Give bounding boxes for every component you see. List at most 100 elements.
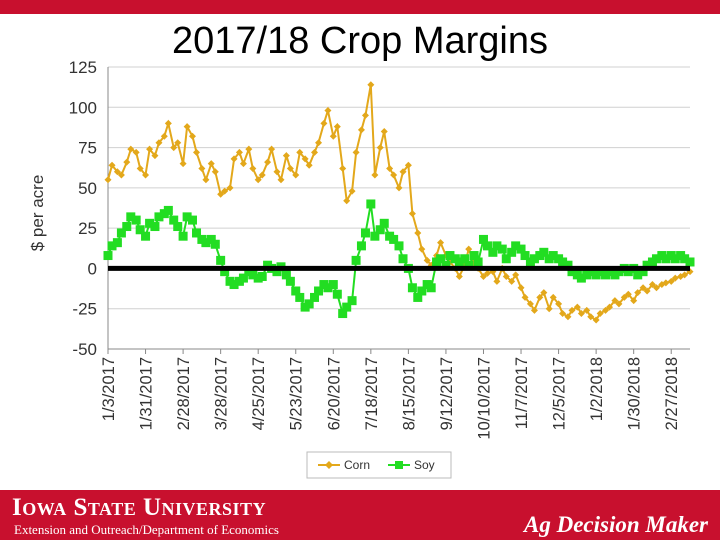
corn-data-point: [104, 176, 112, 184]
soy-data-point: [375, 225, 385, 235]
corn-data-point: [418, 245, 426, 253]
corn-data-point: [648, 281, 656, 289]
x-tick-label: 8/15/2017: [400, 357, 418, 430]
corn-data-point: [596, 310, 604, 318]
corn-data-point: [602, 306, 610, 314]
x-tick-label: 2/27/2018: [663, 357, 681, 430]
soy-data-point: [356, 241, 366, 251]
footer-bar: [0, 490, 720, 540]
x-tick-label: 1/31/2017: [138, 357, 156, 430]
corn-data-point: [639, 284, 647, 292]
corn-data-point: [155, 139, 163, 147]
soy-data-point: [328, 280, 338, 290]
soy-data-point: [670, 254, 680, 264]
corn-data-point: [630, 297, 638, 305]
soy-data-point: [154, 212, 164, 222]
soy-data-point: [220, 267, 230, 277]
soy-data-point: [529, 254, 539, 264]
corn-data-point: [235, 148, 243, 156]
corn-data-point: [611, 297, 619, 305]
y-tick-label: 100: [69, 98, 97, 117]
soy-data-point: [323, 283, 333, 293]
soy-data-point: [516, 244, 526, 254]
soy-data-point: [520, 251, 530, 261]
soy-data-point: [103, 251, 113, 261]
corn-data-point: [502, 272, 510, 280]
corn-data-point: [273, 168, 281, 176]
corn-data-point: [221, 187, 229, 195]
corn-data-point: [324, 107, 332, 115]
corn-data-point: [367, 81, 375, 89]
corn-data-point: [301, 155, 309, 163]
soy-data-point: [187, 215, 197, 225]
soy-data-point: [436, 254, 446, 264]
y-axis-ticks: 125 100 75 50 25 0 -25 -50: [69, 58, 97, 359]
soy-data-point: [366, 199, 376, 209]
corn-data-point: [151, 152, 159, 160]
corn-data-point: [264, 158, 272, 166]
x-tick-label: 12/5/2017: [551, 357, 569, 430]
corn-data-point: [526, 300, 534, 308]
soy-data-point: [605, 267, 615, 277]
corn-data-point: [376, 144, 384, 152]
soy-data-point: [413, 292, 423, 302]
corn-legend-marker: [325, 461, 333, 469]
corn-data-point: [395, 184, 403, 192]
soy-data-point: [685, 257, 695, 267]
corn-data-point: [239, 160, 247, 168]
soy-data-point: [116, 228, 126, 238]
corn-data-point: [348, 187, 356, 195]
corn-data-point: [652, 284, 660, 292]
soy-data-point: [488, 247, 498, 257]
soy-data-point: [548, 251, 558, 261]
soy-data-point: [285, 276, 295, 286]
soy-data-point: [126, 212, 136, 222]
corn-data-point: [399, 168, 407, 176]
soy-data-point: [304, 299, 314, 309]
corn-data-point: [671, 274, 679, 282]
corn-data-point: [493, 277, 501, 285]
soy-data-point: [169, 215, 179, 225]
soy-data-point: [122, 222, 132, 232]
soy-data-point: [441, 260, 451, 270]
soy-data-point: [614, 267, 624, 277]
corn-data-point: [667, 277, 675, 285]
corn-data-point: [517, 284, 525, 292]
soy-data-point: [229, 280, 239, 290]
soy-data-point: [131, 215, 141, 225]
soy-data-point: [445, 251, 455, 261]
corn-data-point: [132, 148, 140, 156]
corn-data-point: [217, 190, 225, 198]
corn-data-point: [606, 303, 614, 311]
soy-data-point: [623, 267, 633, 277]
corn-data-point: [521, 293, 529, 301]
corn-data-point: [512, 271, 520, 279]
soy-data-point: [633, 270, 643, 280]
corn-data-point: [188, 132, 196, 140]
corn-data-point: [455, 272, 463, 280]
soy-data-point: [389, 234, 399, 244]
corn-data-point: [583, 306, 591, 314]
soy-data-point: [291, 286, 301, 296]
corn-data-point: [320, 119, 328, 127]
soy-data-point: [281, 270, 291, 280]
y-tick-label: 125: [69, 58, 97, 77]
soy-data-point: [563, 260, 573, 270]
soy-data-point: [210, 239, 220, 249]
corn-data-point: [198, 165, 206, 173]
crop-margins-chart: 125 100 75 50 25 0 -25 -50 1/3/2017 1/31/2017 2/2…: [28, 58, 695, 479]
corn-data-point: [193, 148, 201, 156]
x-tick-label: 5/23/2017: [288, 357, 306, 430]
soy-data-point: [216, 255, 226, 265]
corn-data-point: [423, 256, 431, 264]
soy-data-point: [370, 231, 380, 241]
page-title: 2017/18 Crop Margins: [172, 20, 548, 62]
corn-data-point: [108, 161, 116, 169]
y-tick-label: -50: [72, 340, 97, 359]
corn-data-point: [408, 210, 416, 218]
soy-data-point: [426, 283, 436, 293]
corn-data-point: [386, 165, 394, 173]
soy-data-point: [473, 257, 483, 267]
soy-data-point: [478, 234, 488, 244]
soy-data-point: [501, 254, 511, 264]
